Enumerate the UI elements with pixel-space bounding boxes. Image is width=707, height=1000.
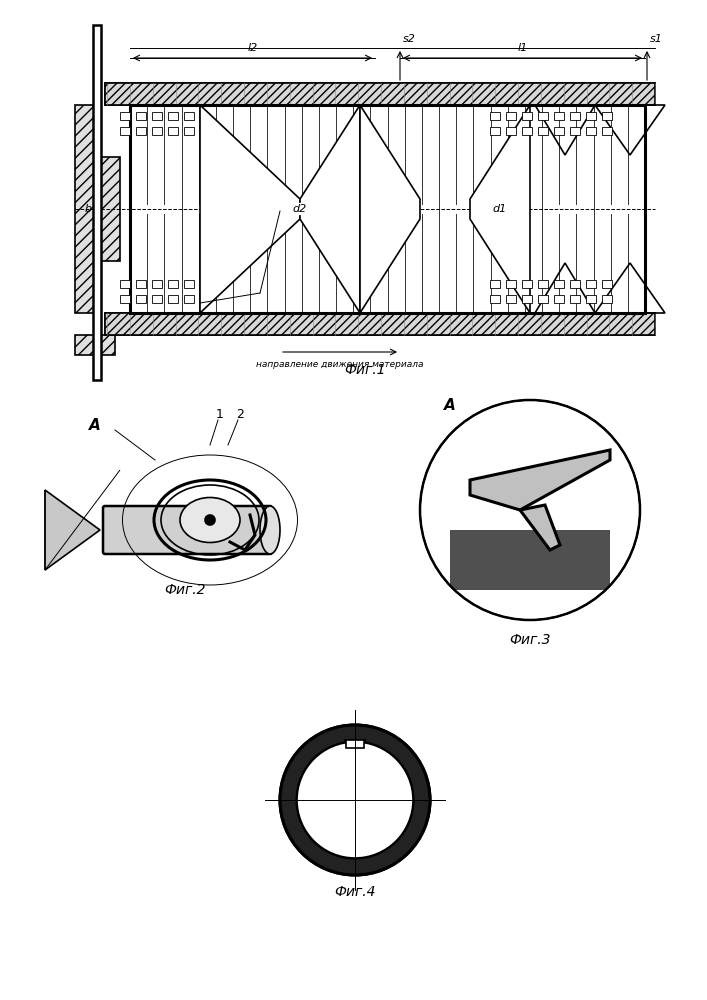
Text: А: А: [89, 418, 101, 432]
Bar: [136, 280, 146, 288]
Bar: [602, 127, 612, 135]
Bar: [570, 112, 580, 120]
Bar: [554, 280, 564, 288]
Bar: [586, 112, 596, 120]
Bar: [100, 157, 120, 261]
Text: b: b: [84, 204, 92, 214]
Wedge shape: [280, 725, 430, 875]
Bar: [554, 127, 564, 135]
Bar: [586, 295, 596, 303]
Bar: [602, 112, 612, 120]
Bar: [570, 295, 580, 303]
Bar: [105, 313, 655, 335]
Polygon shape: [470, 450, 610, 510]
Text: l1: l1: [518, 43, 527, 53]
Bar: [120, 112, 130, 120]
Circle shape: [297, 742, 413, 858]
Bar: [136, 112, 146, 120]
Bar: [136, 295, 146, 303]
Bar: [490, 127, 500, 135]
Bar: [136, 127, 146, 135]
Bar: [602, 280, 612, 288]
Bar: [93, 25, 101, 380]
Bar: [522, 295, 532, 303]
Text: 2: 2: [236, 408, 244, 422]
Bar: [538, 112, 548, 120]
Bar: [184, 280, 194, 288]
Bar: [105, 83, 655, 105]
Text: d2: d2: [293, 204, 307, 214]
Bar: [168, 280, 178, 288]
Bar: [506, 295, 516, 303]
Bar: [522, 280, 532, 288]
Bar: [554, 295, 564, 303]
Bar: [490, 295, 500, 303]
Bar: [184, 295, 194, 303]
Bar: [554, 112, 564, 120]
Polygon shape: [45, 490, 100, 570]
Text: d1: d1: [493, 204, 507, 214]
Text: 1: 1: [216, 408, 224, 422]
Bar: [570, 280, 580, 288]
Bar: [184, 112, 194, 120]
Bar: [120, 295, 130, 303]
Text: направление движения материала: направление движения материала: [256, 360, 423, 369]
Bar: [105, 313, 655, 335]
Bar: [586, 280, 596, 288]
Bar: [522, 112, 532, 120]
Polygon shape: [360, 105, 420, 313]
FancyBboxPatch shape: [346, 740, 364, 748]
Bar: [105, 83, 655, 105]
Polygon shape: [300, 105, 360, 313]
Circle shape: [297, 742, 413, 858]
Text: Фиг.4: Фиг.4: [334, 885, 375, 899]
Circle shape: [420, 400, 640, 620]
Bar: [345, 740, 365, 750]
Text: s2: s2: [403, 34, 416, 44]
Bar: [602, 295, 612, 303]
Polygon shape: [470, 105, 530, 313]
Bar: [506, 127, 516, 135]
Bar: [152, 295, 162, 303]
Text: А: А: [444, 397, 456, 412]
Bar: [586, 127, 596, 135]
Circle shape: [280, 725, 430, 875]
Polygon shape: [520, 505, 560, 550]
Text: Фиг.3: Фиг.3: [509, 633, 551, 647]
Bar: [538, 280, 548, 288]
Text: l2: l2: [247, 43, 257, 53]
Bar: [538, 127, 548, 135]
Text: s1: s1: [650, 34, 663, 44]
Text: Фиг.1: Фиг.1: [344, 363, 386, 377]
Bar: [522, 127, 532, 135]
Bar: [506, 112, 516, 120]
Bar: [506, 280, 516, 288]
Bar: [538, 295, 548, 303]
Bar: [120, 280, 130, 288]
Bar: [120, 127, 130, 135]
Polygon shape: [450, 530, 610, 590]
Bar: [152, 112, 162, 120]
Bar: [152, 127, 162, 135]
Bar: [75, 105, 100, 313]
Bar: [168, 127, 178, 135]
Bar: [490, 280, 500, 288]
Polygon shape: [200, 105, 300, 313]
Bar: [490, 112, 500, 120]
Bar: [184, 127, 194, 135]
Bar: [570, 127, 580, 135]
Bar: [168, 295, 178, 303]
Ellipse shape: [260, 506, 280, 554]
Ellipse shape: [180, 497, 240, 542]
Bar: [75, 335, 115, 355]
Circle shape: [205, 515, 215, 525]
Bar: [152, 280, 162, 288]
Bar: [168, 112, 178, 120]
Bar: [130, 105, 645, 313]
FancyBboxPatch shape: [103, 506, 272, 554]
Text: Фиг.2: Фиг.2: [164, 583, 206, 597]
